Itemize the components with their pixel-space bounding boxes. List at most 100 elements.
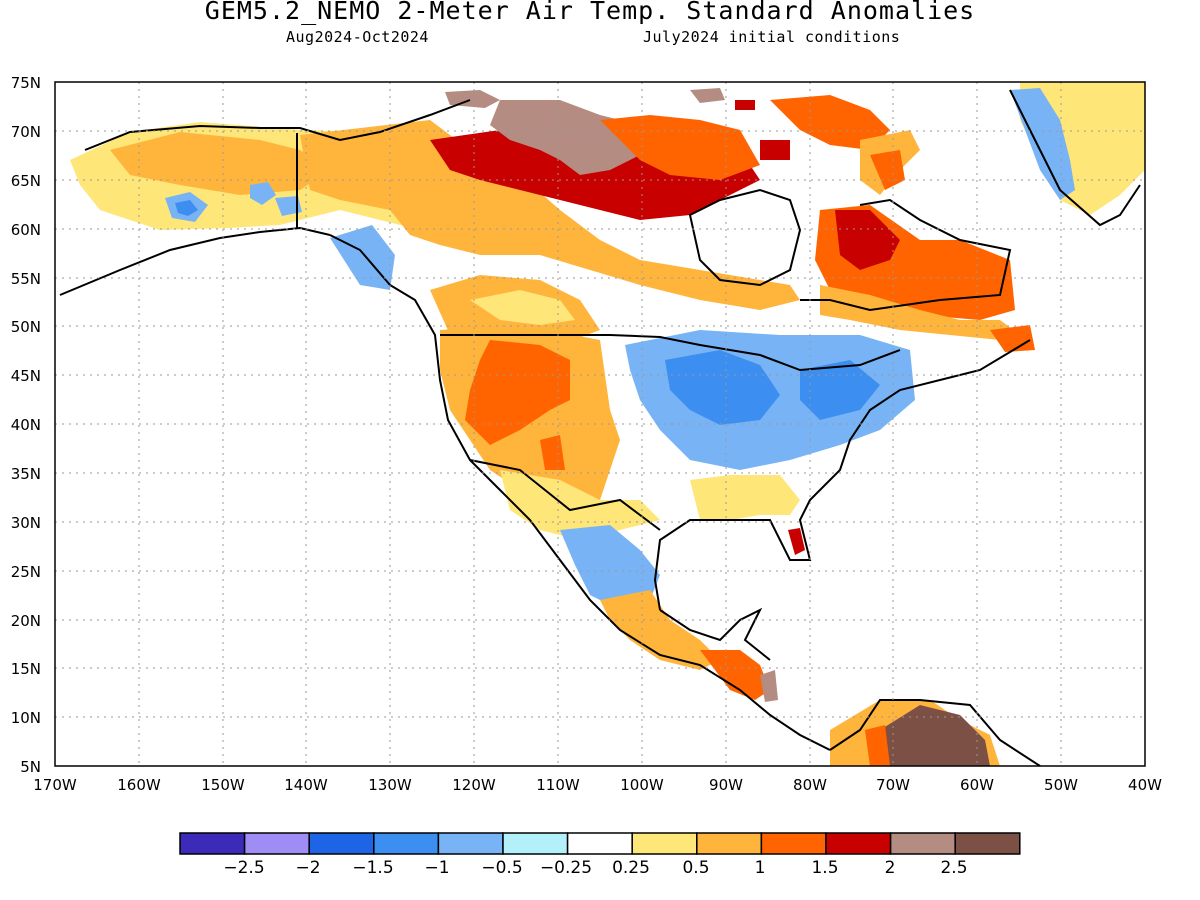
region-mexico-cool bbox=[560, 525, 660, 610]
colorbar-label: −2 bbox=[295, 858, 320, 878]
coastline-alaska bbox=[84, 99, 471, 151]
colorbar-swatch bbox=[179, 832, 246, 855]
initial-conditions: July2024 initial conditions bbox=[643, 28, 901, 46]
colorbar-swatch bbox=[760, 832, 827, 855]
colorbar-swatches bbox=[179, 832, 1021, 855]
map-title: GEM5.2_NEMO 2-Meter Air Temp. Standard A… bbox=[204, 0, 976, 25]
coastline-gulf-mexico bbox=[659, 607, 771, 661]
region-arctic-islands-hot bbox=[770, 95, 890, 150]
colorbar-label: 0.5 bbox=[682, 858, 709, 878]
lon-label: 50W bbox=[1044, 776, 1078, 794]
region-yukon-warm bbox=[300, 120, 800, 310]
colorbar-swatch bbox=[631, 832, 698, 855]
border-us-canada bbox=[440, 334, 901, 372]
map-frame bbox=[54, 81, 1146, 767]
region-greenland-cool bbox=[1010, 88, 1075, 200]
coastline-greenland bbox=[1009, 89, 1141, 227]
lat-label: 40N bbox=[11, 416, 41, 434]
lon-label: 70W bbox=[876, 776, 910, 794]
lat-label: 15N bbox=[11, 660, 41, 678]
lon-label: 160W bbox=[117, 776, 161, 794]
colorbar-label: 1 bbox=[755, 858, 766, 878]
lat-label: 75N bbox=[11, 74, 41, 92]
lat-label: 35N bbox=[11, 465, 41, 483]
region-hudson-region-hot bbox=[760, 140, 790, 160]
colorbar-label: 1.5 bbox=[811, 858, 838, 878]
colorbar-label: 2.5 bbox=[940, 858, 967, 878]
lat-label: 10N bbox=[11, 709, 41, 727]
lon-label: 90W bbox=[709, 776, 743, 794]
lat-label: 70N bbox=[11, 123, 41, 141]
region-alaska-cool-2 bbox=[175, 200, 198, 216]
region-florida-hot bbox=[788, 528, 805, 555]
lat-label: 65N bbox=[11, 172, 41, 190]
lat-label: 20N bbox=[11, 612, 41, 630]
region-quebec-hot bbox=[835, 210, 900, 270]
lat-label: 50N bbox=[11, 318, 41, 336]
colorbar-swatch bbox=[889, 832, 956, 855]
graticule bbox=[55, 82, 1145, 766]
coastline-south-america bbox=[829, 699, 1041, 766]
coastline-labrador bbox=[800, 198, 1012, 312]
region-arctic-islands-extreme bbox=[490, 100, 660, 175]
colorbar-swatch bbox=[696, 832, 763, 855]
lat-label: 25N bbox=[11, 563, 41, 581]
lon-label: 60W bbox=[960, 776, 994, 794]
region-central-america-warm bbox=[700, 650, 770, 700]
region-alaska-interior-warm bbox=[110, 132, 330, 195]
lat-label: 55N bbox=[11, 270, 41, 288]
region-central-america-warm bbox=[865, 725, 890, 766]
colorbar-label: −1 bbox=[424, 858, 449, 878]
colorbar-label: −0.25 bbox=[540, 858, 592, 878]
lon-label: 120W bbox=[452, 776, 496, 794]
region-great-lakes-cool bbox=[665, 350, 780, 425]
colorbar-label: −0.5 bbox=[481, 858, 522, 878]
colorbar-swatch bbox=[502, 832, 569, 855]
lon-label: 110W bbox=[536, 776, 580, 794]
region-southeast-warm bbox=[690, 475, 800, 520]
lon-label: 130W bbox=[368, 776, 412, 794]
region-labrador-warm bbox=[820, 285, 1020, 340]
region-alaska-cool-1 bbox=[275, 196, 302, 216]
region-alaska-warm bbox=[470, 290, 575, 325]
colorbar-label: 0.25 bbox=[612, 858, 650, 878]
region-quebec-warm bbox=[990, 325, 1035, 352]
coastline-hudson-bay bbox=[688, 188, 802, 287]
anomaly-field bbox=[70, 82, 1145, 766]
longitude-labels: 170W 160W 150W 140W 130W 120W 110W 100W … bbox=[33, 776, 1162, 794]
coastline-pacific bbox=[329, 234, 831, 751]
region-arctic-islands-extreme bbox=[760, 670, 778, 702]
colorbar-labels: −2.5 −2 −1.5 −1 −0.5 −0.25 0.25 0.5 1 1.… bbox=[223, 858, 967, 878]
region-south-america-extreme bbox=[880, 705, 990, 766]
lon-label: 100W bbox=[620, 776, 664, 794]
colorbar-label: −2.5 bbox=[223, 858, 264, 878]
lon-label: 150W bbox=[201, 776, 245, 794]
coastline-alaska-south bbox=[59, 226, 331, 296]
lon-label: 140W bbox=[284, 776, 328, 794]
colorbar-label: 2 bbox=[885, 858, 896, 878]
colorbar-swatch bbox=[825, 832, 892, 855]
region-alaska-cool-1 bbox=[250, 182, 276, 205]
region-alaska-cool-1 bbox=[330, 225, 395, 290]
colorbar-swatch bbox=[243, 832, 310, 855]
region-hudson-region-hot bbox=[735, 100, 755, 110]
lon-label: 40W bbox=[1128, 776, 1162, 794]
region-arctic-islands-extreme bbox=[690, 88, 725, 103]
colorbar: −2.5 −2 −1.5 −1 −0.5 −0.25 0.25 0.5 1 1.… bbox=[179, 832, 1021, 878]
border-us-mexico bbox=[469, 459, 661, 531]
latitude-labels: 75N 70N 65N 60N 55N 50N 45N 40N 35N 30N … bbox=[11, 74, 41, 776]
lat-label: 5N bbox=[20, 758, 41, 776]
coastline-atlantic bbox=[653, 339, 1031, 611]
region-mexico-south-warm bbox=[600, 590, 720, 670]
coastlines bbox=[59, 89, 1141, 766]
lon-label: 80W bbox=[793, 776, 827, 794]
colorbar-swatch bbox=[308, 832, 375, 855]
lon-label: 170W bbox=[33, 776, 77, 794]
colorbar-swatch bbox=[373, 832, 440, 855]
colorbar-swatch bbox=[437, 832, 504, 855]
lat-label: 60N bbox=[11, 221, 41, 239]
forecast-period: Aug2024-Oct2024 bbox=[286, 28, 429, 46]
region-us-west-hot bbox=[540, 435, 565, 470]
lat-label: 30N bbox=[11, 514, 41, 532]
